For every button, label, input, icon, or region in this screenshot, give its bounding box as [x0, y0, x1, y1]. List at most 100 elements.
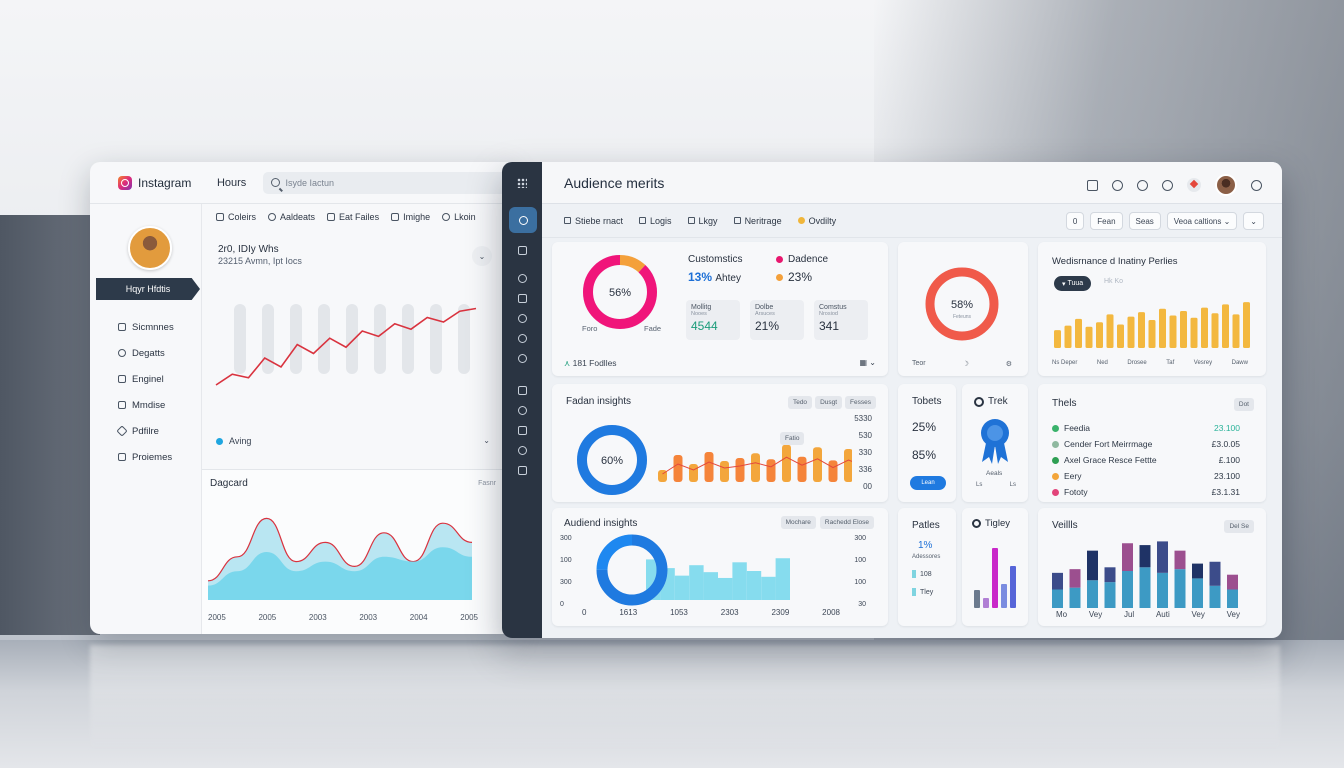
- subtab-4[interactable]: Ovdilty: [797, 216, 836, 226]
- badge-label: Aeals: [986, 470, 1003, 477]
- gear-icon[interactable]: [518, 314, 527, 323]
- tab-2[interactable]: Eat Failes: [327, 212, 379, 222]
- avatar[interactable]: [128, 226, 172, 270]
- link-icon[interactable]: [518, 274, 527, 283]
- sidebar-item-3[interactable]: Mmdise: [118, 392, 174, 418]
- bar-segment: [1087, 580, 1098, 608]
- search-icon[interactable]: [1112, 179, 1123, 191]
- learn-button[interactable]: Lean: [910, 476, 946, 490]
- rocket-icon[interactable]: [1187, 178, 1201, 192]
- control-1[interactable]: Fean: [1090, 212, 1123, 230]
- list-item[interactable]: Axel Grace Resce Fettte £.100: [1052, 452, 1240, 468]
- pill[interactable]: Dusgt: [815, 396, 843, 409]
- pill[interactable]: Mochare: [780, 516, 816, 529]
- smile-icon[interactable]: [518, 354, 527, 363]
- bar: [761, 576, 776, 600]
- cloud-icon[interactable]: [518, 406, 527, 415]
- bar: [1222, 304, 1229, 348]
- bell-icon[interactable]: [1162, 179, 1173, 191]
- calendar-icon[interactable]: [518, 246, 527, 255]
- sidebar-item-label: Proiemes: [132, 451, 173, 463]
- tick-label: 2309: [771, 608, 790, 617]
- briefcase-icon[interactable]: [1087, 179, 1098, 191]
- legend-dot: [776, 256, 783, 263]
- tab-label: Lkoin: [454, 212, 476, 222]
- sidebar-item-1[interactable]: Degatts: [118, 340, 174, 366]
- chevron-down-icon[interactable]: ⌄: [1243, 212, 1264, 230]
- filter-pill-active[interactable]: ▾ Tuua: [1054, 276, 1092, 291]
- legend-label: Tley: [920, 588, 934, 596]
- chevron-down-icon[interactable]: ⌄: [483, 436, 490, 445]
- control-2[interactable]: Seas: [1128, 212, 1161, 230]
- brand-logo[interactable]: Instagram: [118, 175, 215, 190]
- bar-segment: [1174, 569, 1186, 608]
- filter-pill[interactable]: Hk Ko: [1104, 278, 1124, 285]
- pill[interactable]: Fesses: [845, 396, 876, 409]
- globe-icon[interactable]: [518, 446, 527, 455]
- tab-3[interactable]: Imighe: [391, 212, 430, 222]
- user-name-tag[interactable]: Hqyr Hfdtis: [96, 278, 200, 300]
- rail-item-active[interactable]: [509, 207, 537, 233]
- tick-label: 5330: [854, 414, 872, 423]
- subtab-3[interactable]: Neritrage: [733, 216, 782, 226]
- card-footer: Teor ☽ ⚙: [912, 360, 1012, 368]
- message-icon[interactable]: [518, 426, 527, 435]
- tick-label: 0: [560, 601, 564, 608]
- bar: [1085, 326, 1093, 348]
- subtab-1[interactable]: Logis: [639, 216, 672, 226]
- tab-0[interactable]: Coleirs: [216, 212, 256, 222]
- settings-icon[interactable]: ⚙: [1005, 361, 1012, 368]
- control-0[interactable]: 0: [1065, 212, 1085, 230]
- chevron-down-icon[interactable]: ⌄: [472, 246, 492, 266]
- bar: [746, 571, 762, 600]
- avatar[interactable]: [1215, 174, 1237, 196]
- chart-icon[interactable]: [518, 294, 527, 303]
- pill[interactable]: Tedo: [787, 396, 813, 409]
- pill[interactable]: Dot: [1233, 398, 1254, 411]
- donut-chart: 58% Feteuns: [925, 267, 999, 341]
- pill[interactable]: Del Se: [1224, 520, 1254, 533]
- tab-icon: [797, 217, 805, 224]
- search-input[interactable]: Isyde Iactun: [262, 171, 510, 194]
- bar-labels: Ns Deper Ned Drosee Taf Vesrey Daww: [1052, 360, 1248, 366]
- tab-1[interactable]: Aaldeats: [268, 212, 315, 222]
- tick-label: 2003: [308, 613, 327, 622]
- footer-menu[interactable]: ▦ ⌄: [859, 358, 877, 367]
- subtab-2[interactable]: Lkgy: [687, 216, 718, 226]
- tab-4[interactable]: Lkoin: [442, 212, 476, 222]
- moon-icon[interactable]: ☽: [962, 361, 969, 368]
- apps-grid-icon[interactable]: [517, 178, 527, 188]
- nav-hours[interactable]: Hours: [216, 176, 247, 189]
- subtab-0[interactable]: Stiebe rnact: [564, 216, 623, 226]
- tick-label: 300: [560, 535, 572, 542]
- donut-label: 58%: [951, 299, 973, 311]
- stat-label: Comstus: [819, 304, 847, 311]
- trek-card: Trek Aeals Ls Ls: [962, 384, 1028, 502]
- bar: [766, 459, 776, 482]
- view-select[interactable]: Veoa caltions ⌄: [1166, 212, 1238, 230]
- list-item[interactable]: Feedia 23.100: [1052, 420, 1240, 436]
- tab-icon: [391, 213, 400, 221]
- bar: [1243, 302, 1250, 348]
- user-icon[interactable]: [1251, 179, 1262, 191]
- tick-label: 1613: [619, 608, 638, 617]
- card-tag[interactable]: Fasnr: [478, 480, 496, 487]
- left-sidebar: Hqyr Hfdtis Sicmnnes Degatts Enginel Mmd…: [90, 204, 202, 634]
- sidebar-item-4[interactable]: Pdfilre: [116, 418, 174, 444]
- list-item[interactable]: Eery 23.100: [1052, 468, 1240, 484]
- shield-icon[interactable]: [1137, 179, 1148, 191]
- sidebar-item-2[interactable]: Enginel: [118, 366, 174, 392]
- user-icon[interactable]: [518, 334, 527, 343]
- list-item[interactable]: Cender Fort Meirrmage £3.0.05: [1052, 436, 1240, 452]
- legend-dot: [216, 437, 223, 445]
- pill[interactable]: Rachedd Elose: [819, 516, 874, 529]
- bar: [732, 562, 747, 600]
- list-item[interactable]: Fototy £3.1.31: [1052, 484, 1240, 500]
- document-icon[interactable]: [518, 466, 527, 475]
- sidebar-item-0[interactable]: Sicmnnes: [118, 314, 174, 340]
- list-icon[interactable]: [518, 386, 527, 395]
- tick-label: 30: [858, 601, 866, 608]
- legend-swatch: [912, 588, 916, 596]
- sidebar-item-5[interactable]: Proiemes: [118, 444, 174, 470]
- bar-segment: [1174, 550, 1186, 570]
